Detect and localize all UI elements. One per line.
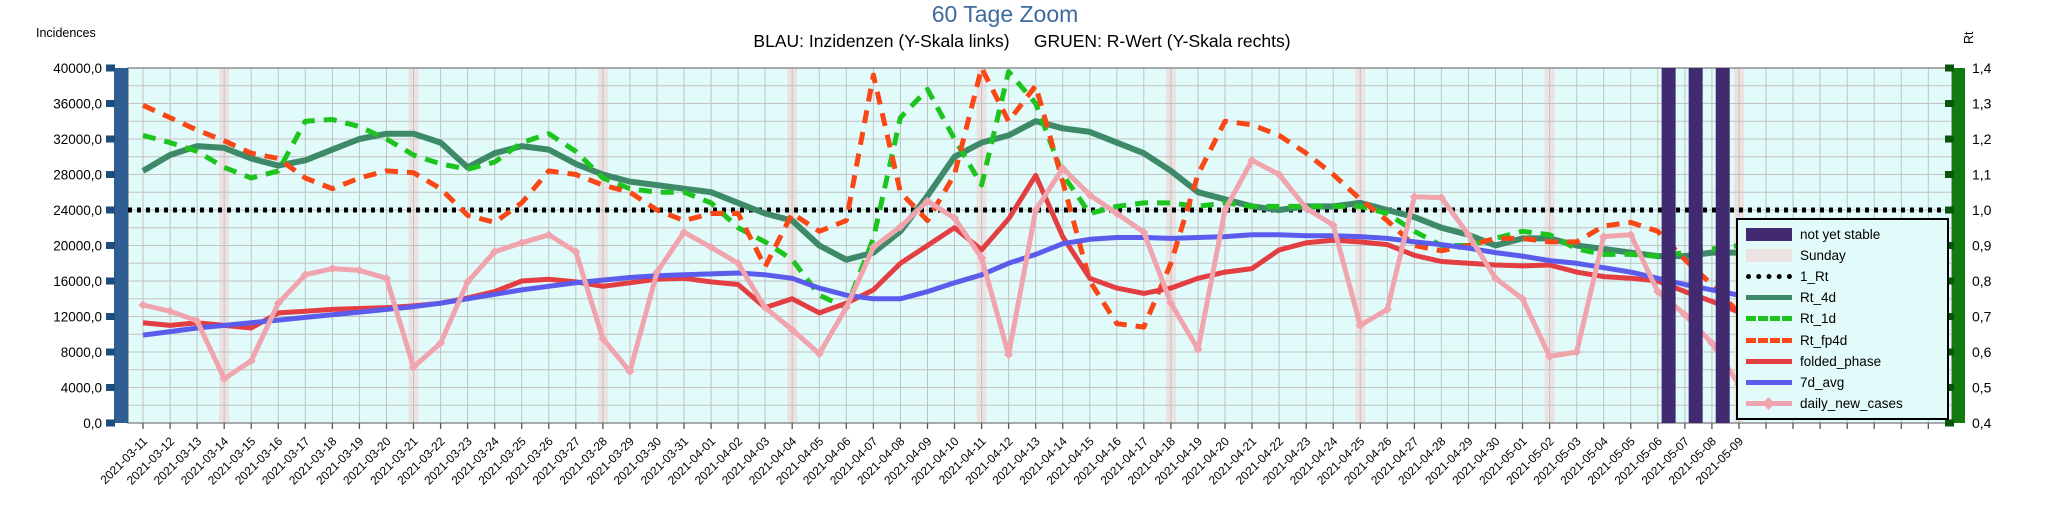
rt-1d-line-swatch xyxy=(1746,316,1792,322)
right-axis-tick xyxy=(1945,384,1954,391)
series-line-Rt_fp4d xyxy=(141,68,1741,330)
right-axis-tick-label: 1,3 xyxy=(1972,96,1992,112)
legend-item-1rt: 1_Rt xyxy=(1746,267,1939,287)
legend-item-7d-avg: 7d_avg xyxy=(1746,372,1939,392)
left-axis-tick xyxy=(106,384,115,391)
chart-subtitle: BLAU: Inzidenzen (Y-Skala links) GRUEN: … xyxy=(753,31,1291,51)
left-axis-tick xyxy=(106,242,115,249)
legend-item-not-yet-stable: not yet stable xyxy=(1746,225,1939,245)
legend-item-folded-phase: folded_phase xyxy=(1746,351,1939,371)
right-axis-tick-label: 0,6 xyxy=(1972,344,1992,360)
right-axis-tick xyxy=(1945,206,1954,214)
right-axis-tick-label: 0,4 xyxy=(1972,415,1992,431)
series-group xyxy=(138,68,1744,390)
not-yet-stable-bar xyxy=(1661,68,1676,423)
seven-day-avg-line-swatch xyxy=(1746,379,1792,385)
left-axis-tick-label: 12000,0 xyxy=(53,310,102,325)
left-axis-tick xyxy=(106,419,115,427)
not-yet-stable-bar xyxy=(1715,68,1730,423)
left-axis: 40000,0 36000,0 32000,0 28000,0 24000,0 20000… xyxy=(53,61,128,431)
left-axis-tick-label: 40000,0 xyxy=(53,61,102,76)
left-axis-tick-label: 32000,0 xyxy=(53,132,102,147)
legend-label: not yet stable xyxy=(1800,227,1881,243)
left-axis-tick xyxy=(106,277,115,285)
right-axis-tick-label: 0,9 xyxy=(1972,238,1992,254)
left-axis-tick xyxy=(106,171,115,178)
legend-item-sunday: Sunday xyxy=(1746,246,1939,266)
right-axis-tick xyxy=(1945,242,1954,249)
not-yet-stable-bars xyxy=(1661,68,1730,423)
chart-title: 60 Tage Zoom xyxy=(931,1,1079,27)
right-axis-tick-label: 0,8 xyxy=(1972,273,1992,289)
left-axis-tick xyxy=(106,100,115,107)
legend: not yet stable Sunday 1_Rt Rt_4d Rt_1d R… xyxy=(1736,218,1949,420)
rt-fp4d-line-swatch xyxy=(1746,337,1792,343)
legend-label: daily_new_cases xyxy=(1800,395,1903,411)
diamond-marker-swatch xyxy=(1762,397,1775,410)
legend-label: 7d_avg xyxy=(1800,374,1845,390)
rt-4d-line-swatch xyxy=(1746,295,1792,301)
series-line-7d_avg xyxy=(142,232,1740,338)
legend-item-rt-fp4d: Rt_fp4d xyxy=(1746,330,1939,350)
x-axis-ticks xyxy=(142,423,1929,429)
right-axis-tick xyxy=(1945,135,1954,143)
legend-label: Rt_1d xyxy=(1800,311,1837,327)
legend-label: 1_Rt xyxy=(1800,269,1829,285)
left-axis-tick xyxy=(106,348,115,356)
legend-label: Rt_fp4d xyxy=(1800,332,1848,348)
legend-item-rt-1d: Rt_1d xyxy=(1746,309,1939,329)
left-axis-tick-label: 20000,0 xyxy=(53,239,102,254)
left-axis-tick xyxy=(106,313,115,320)
right-axis-tick-label: 1,0 xyxy=(1972,202,1992,218)
right-axis-tick xyxy=(1945,277,1954,285)
left-axis-tick-label: 8000,0 xyxy=(61,345,102,360)
left-axis-tick-label: 24000,0 xyxy=(53,203,102,218)
right-axis-tick xyxy=(1945,100,1954,107)
sunday-swatch xyxy=(1746,249,1792,263)
daily-new-cases-line-swatch xyxy=(1746,397,1792,410)
left-axis-tick-label: 28000,0 xyxy=(53,168,102,183)
series-line-Rt_4d xyxy=(141,118,1739,263)
not-yet-stable-bar xyxy=(1688,68,1703,423)
legend-item-daily-new-cases: daily_new_cases xyxy=(1746,393,1939,413)
left-axis-tick-label: 16000,0 xyxy=(53,274,102,289)
right-axis-tick xyxy=(1945,64,1954,72)
series-line-daily_new_cases xyxy=(142,157,1742,387)
folded-phase-line-swatch xyxy=(1746,358,1792,364)
right-axis-tick-label: 1,1 xyxy=(1972,167,1992,183)
not-yet-stable-swatch xyxy=(1746,228,1792,242)
series-line-Rt_1d xyxy=(142,69,1740,311)
left-axis-tick-label: 4000,0 xyxy=(61,381,102,396)
legend-label: Sunday xyxy=(1800,248,1846,264)
left-axis-tick xyxy=(106,64,115,72)
right-axis-tick xyxy=(1945,419,1954,427)
legend-label: folded_phase xyxy=(1800,353,1882,369)
right-axis-tick-label: 0,7 xyxy=(1972,309,1992,325)
left-axis-title: Incidences xyxy=(36,26,96,40)
right-axis-tick-label: 1,2 xyxy=(1972,131,1992,147)
left-axis-tick xyxy=(106,206,115,214)
right-axis-tick-label: 0,5 xyxy=(1972,380,1992,396)
right-axis-tick xyxy=(1945,313,1954,320)
left-axis-tick xyxy=(106,135,115,143)
right-axis-tick xyxy=(1945,171,1954,178)
right-axis: 1,4 1,3 1,2 1,1 1,0 0,9 0,8 0,7 0,6 0,5 0,4 xyxy=(1945,60,1992,431)
right-axis-tick xyxy=(1945,348,1954,356)
legend-item-rt-4d: Rt_4d xyxy=(1746,288,1939,308)
one-rt-line-swatch xyxy=(1746,274,1792,280)
right-axis-tick-label: 1,4 xyxy=(1972,60,1992,76)
x-axis: 2021-03-112021-03-122021-03-132021-03-14… xyxy=(97,423,1929,488)
left-axis-tick-label: 36000,0 xyxy=(53,97,102,112)
left-axis-tick-label: 0,0 xyxy=(83,416,102,431)
legend-label: Rt_4d xyxy=(1800,290,1837,306)
